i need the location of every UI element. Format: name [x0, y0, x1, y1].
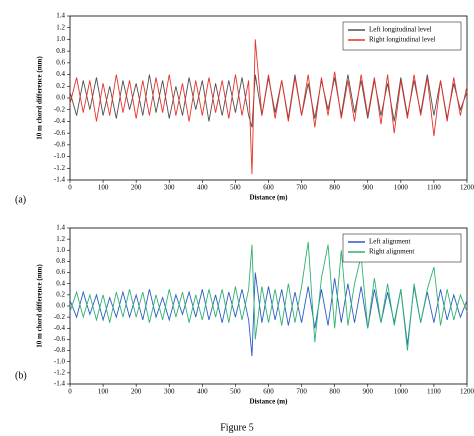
x-tick-label: 300 [164, 184, 175, 192]
y-tick-label: 0.2 [56, 290, 65, 298]
x-tick-label: 1100 [427, 388, 441, 396]
x-tick-label: 0 [68, 388, 72, 396]
x-tick-label: 600 [263, 184, 274, 192]
y-tick-label: 1.0 [56, 35, 65, 43]
x-tick-label: 900 [363, 388, 374, 396]
legend-label: Left longitudinal level [369, 26, 432, 34]
x-tick-label: 600 [263, 388, 274, 396]
x-tick-label: 300 [164, 388, 175, 396]
y-tick-label: -0.4 [54, 324, 66, 332]
y-tick-label: -1.0 [54, 152, 66, 160]
x-tick-label: 1000 [394, 184, 409, 192]
y-tick-label: -0.6 [54, 335, 66, 343]
x-tick-label: 500 [230, 388, 241, 396]
y-tick-label: 0.6 [56, 58, 65, 66]
caption: Figure 5 [220, 422, 254, 433]
x-axis-label: Distance (m) [250, 194, 289, 202]
y-tick-label: -1.0 [54, 357, 66, 365]
series-line [69, 272, 468, 357]
legend-label: Left alignment [369, 238, 410, 246]
y-tick-label: 1.2 [56, 23, 65, 31]
y-tick-label: 1.2 [56, 235, 65, 243]
x-tick-label: 500 [230, 184, 241, 192]
x-tick-label: 0 [68, 184, 72, 192]
y-tick-label: 1.4 [56, 224, 65, 232]
series-line [69, 241, 468, 351]
x-tick-label: 1100 [427, 184, 441, 192]
x-axis-label: Distance (m) [250, 398, 289, 406]
y-tick-label: 1.4 [56, 12, 65, 20]
legend-label: Right alignment [369, 248, 414, 256]
x-tick-label: 1200 [460, 184, 474, 192]
y-axis-label: 10 m chord difference (mm) [36, 264, 44, 348]
x-tick-label: 1000 [394, 388, 409, 396]
y-tick-label: -1.2 [54, 164, 66, 172]
y-tick-label: -0.2 [54, 313, 66, 321]
x-tick-label: 400 [197, 388, 208, 396]
x-tick-label: 100 [98, 388, 109, 396]
x-tick-label: 200 [131, 388, 142, 396]
x-tick-label: 800 [329, 184, 340, 192]
y-tick-label: 1.0 [56, 246, 65, 254]
panel-label: (a) [15, 194, 26, 205]
y-tick-label: 0.4 [56, 70, 65, 78]
y-axis-label: 10 m chord difference (mm) [36, 56, 44, 140]
y-tick-label: 0.4 [56, 279, 65, 287]
y-tick-label: 0.6 [56, 268, 65, 276]
x-tick-label: 700 [296, 388, 307, 396]
series-line [69, 39, 468, 175]
x-tick-label: 700 [296, 184, 307, 192]
panel-label: (b) [15, 370, 27, 381]
x-tick-label: 800 [329, 388, 340, 396]
y-tick-label: 0.2 [56, 82, 65, 90]
legend-box [342, 233, 462, 263]
y-tick-label: -0.8 [54, 140, 66, 148]
y-tick-label: -1.4 [54, 176, 66, 184]
y-tick-label: -0.2 [54, 105, 66, 113]
y-tick-label: -1.4 [54, 380, 66, 388]
y-tick-label: 0.8 [56, 47, 65, 55]
legend-box [342, 21, 462, 51]
legend-label: Right longitudinal level [369, 36, 436, 44]
y-tick-label: -0.8 [54, 346, 66, 354]
y-tick-label: 0.0 [56, 94, 65, 102]
x-tick-label: 400 [197, 184, 208, 192]
y-tick-label: 0.0 [56, 302, 65, 310]
y-tick-label: -0.4 [54, 117, 66, 125]
x-tick-label: 900 [363, 184, 374, 192]
x-tick-label: 200 [131, 184, 142, 192]
y-tick-label: -1.2 [54, 368, 66, 376]
x-tick-label: 1200 [460, 388, 474, 396]
y-tick-label: -0.6 [54, 129, 66, 137]
y-tick-label: 0.8 [56, 257, 65, 265]
x-tick-label: 100 [98, 184, 109, 192]
